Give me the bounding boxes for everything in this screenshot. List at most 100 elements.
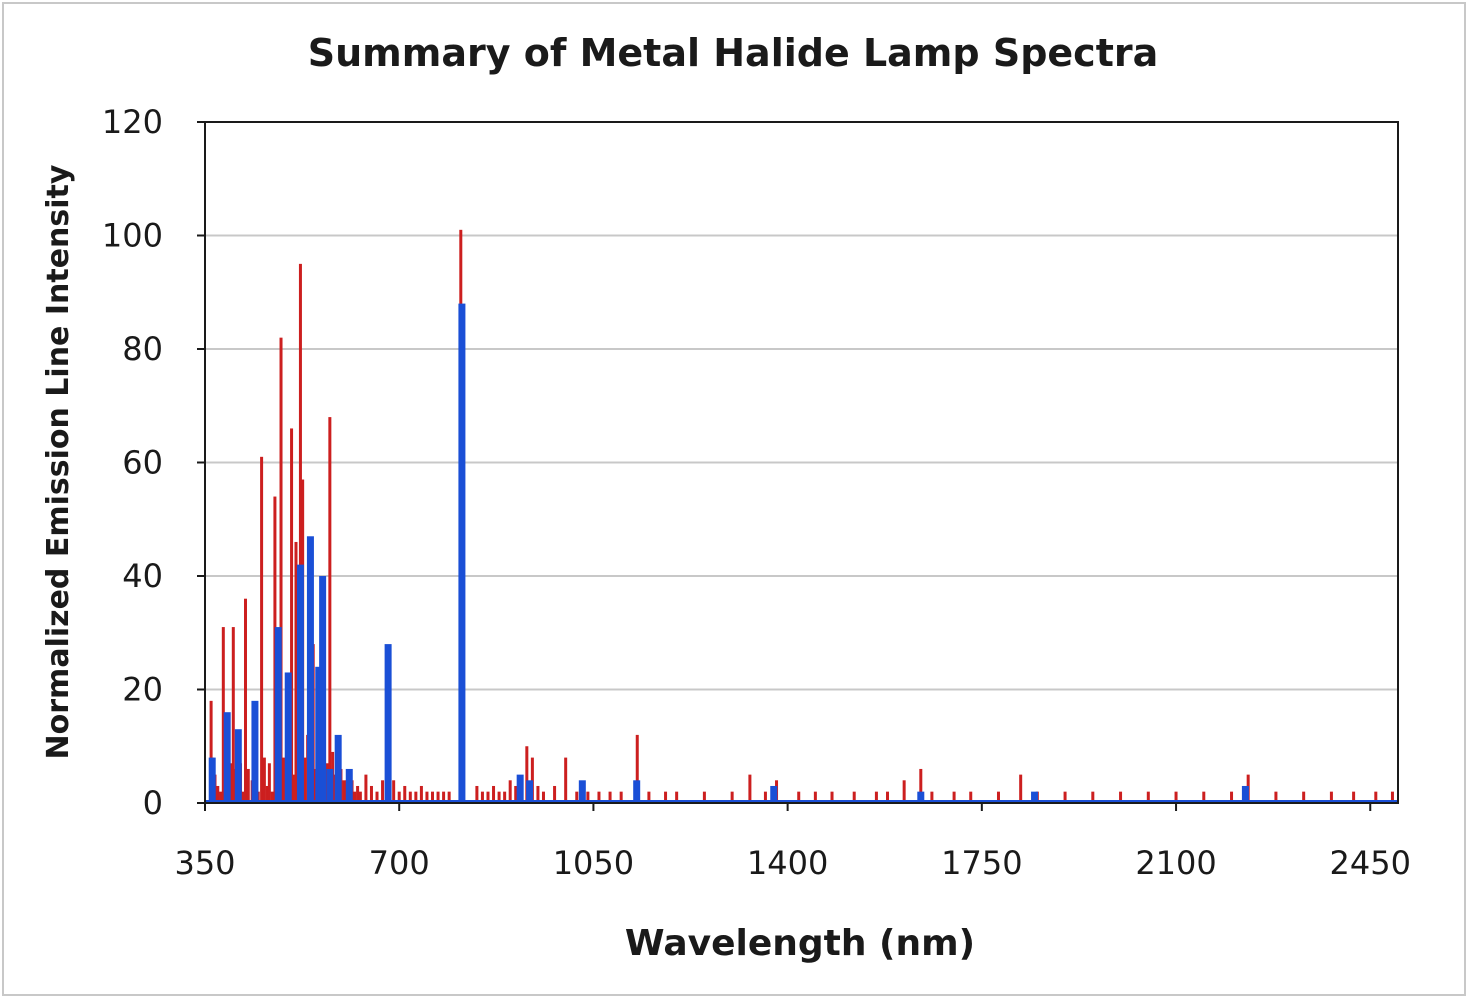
emission-line-bar — [1302, 791, 1306, 803]
emission-line-bar — [358, 791, 362, 803]
emission-line-bar — [813, 791, 817, 803]
plot-area-border — [204, 121, 1399, 804]
emission-line-bar — [586, 791, 590, 803]
x-tick-label: 350 — [174, 844, 235, 882]
gridlines — [205, 121, 1398, 804]
emission-line-bar — [425, 791, 429, 803]
y-tick-label: 40 — [122, 557, 163, 595]
emission-line-bar — [930, 791, 934, 803]
emission-line-bar — [282, 757, 286, 803]
emission-line-bar — [342, 780, 346, 803]
emission-line-bar — [345, 768, 353, 803]
emission-line-bar — [1063, 791, 1067, 803]
y-tick-label: 60 — [122, 444, 163, 482]
emission-line-bar — [381, 780, 385, 803]
emission-line-bar — [326, 768, 334, 803]
emission-line-bar — [597, 791, 601, 803]
emission-line-bar — [486, 791, 490, 803]
emission-line-bar — [292, 774, 296, 803]
x-tick-label: 1750 — [941, 844, 1022, 882]
emission-line-bar — [541, 791, 545, 803]
emission-line-bar — [284, 672, 292, 803]
emission-line-bar — [356, 785, 360, 803]
emission-line-bar — [290, 428, 294, 803]
emission-line-bar — [497, 791, 501, 803]
emission-line-bar — [216, 785, 220, 803]
emission-line-bar — [209, 700, 213, 803]
emission-line-bar — [231, 627, 235, 803]
emission-line-bar — [442, 791, 446, 803]
emission-line-bar — [578, 780, 586, 803]
emission-line-bar — [1119, 791, 1123, 803]
emission-line-bar — [208, 757, 216, 803]
emission-line-bar — [241, 791, 245, 803]
x-axis-title: Wavelength (nm) — [625, 923, 975, 964]
emission-line-bar — [1352, 791, 1356, 803]
emission-line-bar — [251, 700, 259, 803]
emission-line-bar — [265, 785, 269, 803]
emission-line-bar — [436, 791, 440, 803]
emission-line-bar — [384, 644, 392, 803]
chart-title: Summary of Metal Halide Lamp Spectra — [308, 31, 1159, 75]
emission-line-bar — [503, 791, 507, 803]
emission-line-bar — [536, 785, 540, 803]
emission-line-bar — [575, 791, 579, 803]
x-tick-label: 2450 — [1330, 844, 1411, 882]
emission-line-bar — [234, 729, 242, 803]
emission-line-bar — [223, 712, 231, 803]
y-tick-labels: 0 20 40 60 80 100 120 — [102, 103, 205, 822]
emission-line-bar — [267, 763, 271, 803]
emission-line-bar — [221, 627, 225, 803]
emission-line-bar — [219, 791, 223, 803]
emission-line-bar — [315, 666, 323, 803]
emission-line-bar — [874, 791, 878, 803]
emission-line-bar — [996, 791, 1000, 803]
emission-line-bar — [458, 303, 466, 803]
emission-line-bar — [675, 791, 679, 803]
emission-line-bar — [369, 785, 373, 803]
emission-line-bar — [1374, 791, 1378, 803]
baseline-band — [205, 800, 1398, 803]
emission-line-bar — [564, 757, 568, 803]
y-tick-label: 120 — [102, 103, 163, 141]
emission-line-bar — [969, 791, 973, 803]
emission-line-bar — [748, 774, 752, 803]
emission-line-bar — [852, 791, 856, 803]
emission-line-bar — [414, 791, 418, 803]
emission-line-bar — [1174, 791, 1178, 803]
emission-line-bar — [353, 791, 357, 803]
x-tick-labels: 350 700 1050 1400 1750 2100 2450 — [174, 803, 1411, 882]
emission-line-bar — [1329, 791, 1333, 803]
emission-line-bar — [1146, 791, 1150, 803]
emission-line-bar — [244, 598, 248, 803]
emission-line-bar — [664, 791, 668, 803]
emission-line-bar — [408, 791, 412, 803]
emission-line-bar — [492, 785, 496, 803]
emission-line-bar — [270, 791, 274, 803]
emission-line-bar — [403, 785, 407, 803]
x-tick-label: 1400 — [747, 844, 828, 882]
emission-line-bar — [262, 757, 266, 803]
emission-line-bar — [917, 791, 925, 803]
emission-line-bar — [1091, 791, 1095, 803]
emission-line-bar — [830, 791, 834, 803]
emission-line-bar — [279, 337, 283, 803]
emission-line-bar — [635, 734, 639, 803]
emission-line-bar — [306, 536, 314, 803]
emission-line-bar — [475, 785, 479, 803]
emission-line-bar — [298, 263, 302, 803]
emission-line-bar — [328, 417, 332, 803]
blue-series — [205, 303, 1398, 803]
emission-line-bar — [431, 791, 435, 803]
emission-line-bar — [952, 791, 956, 803]
emission-line-bar — [508, 780, 512, 803]
emission-line-bar — [702, 791, 706, 803]
emission-line-bar — [294, 541, 298, 803]
emission-line-bar — [886, 791, 890, 803]
emission-line-bar — [1390, 791, 1394, 803]
y-tick-label: 20 — [122, 671, 163, 709]
y-tick-label: 80 — [122, 330, 163, 368]
x-tick-label: 2100 — [1135, 844, 1216, 882]
emission-line-bar — [375, 791, 379, 803]
emission-line-bar — [647, 791, 651, 803]
